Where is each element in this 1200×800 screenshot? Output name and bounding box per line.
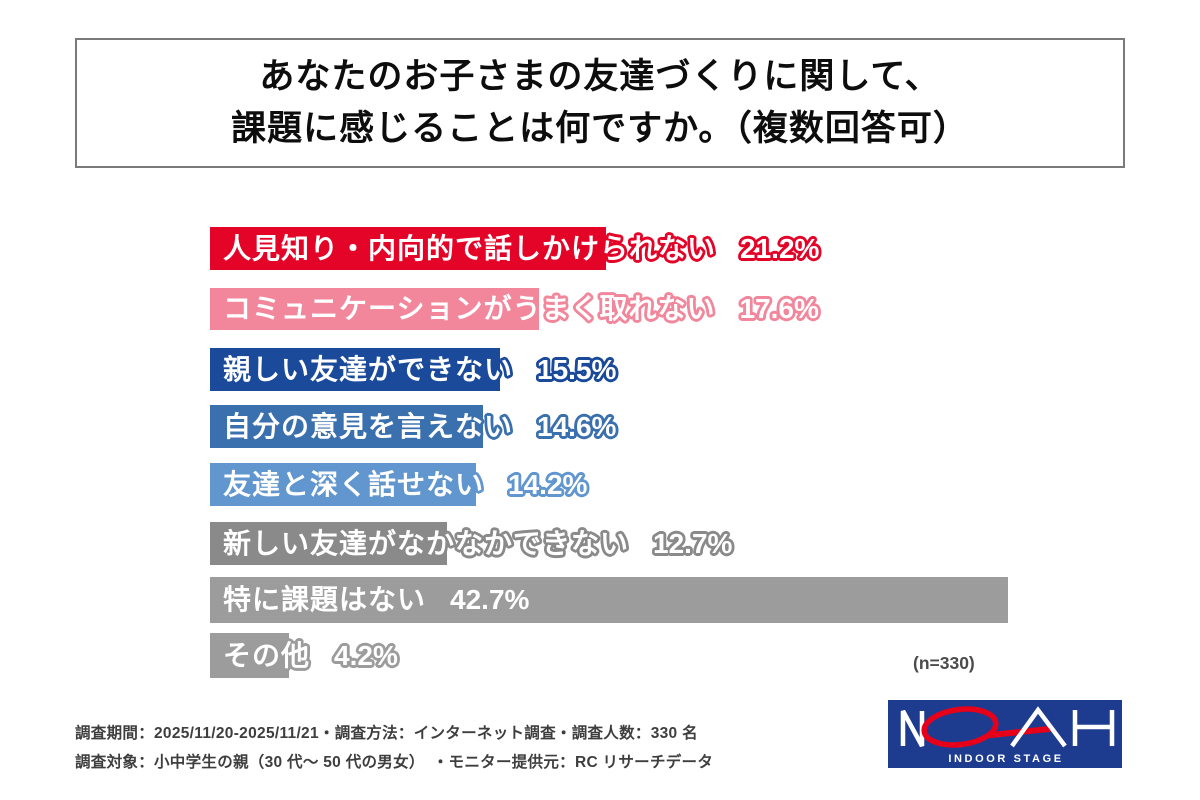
bar-label: 親しい友達ができない — [223, 354, 514, 385]
bar-label: 特に課題はない — [223, 584, 427, 615]
bar-value: 4.2% — [334, 640, 398, 671]
noah-indoor-stage-logo: INDOOR STAGE — [888, 700, 1122, 768]
bar-value: 14.2% — [508, 469, 588, 500]
question-title-box: あなたのお子さまの友達づくりに関して、 課題に感じることは何ですか。（複数回答可… — [75, 38, 1125, 168]
survey-info-line2: 調査対象：小中学生の親（30 代〜 50 代の男女） ・モニター提供元：RC リ… — [75, 754, 714, 771]
bar-label: 自分の意見を言えない — [223, 411, 514, 442]
bar-label: 人見知り・内向的で話しかけられない — [223, 233, 717, 264]
bar-row-toku-ni-kadai-nashi: 特に課題はない 42.7% — [210, 577, 1150, 623]
bar-label: 友達と深く話せない — [223, 469, 485, 500]
question-title-line1: あなたのお子さまの友達づくりに関して、 — [259, 57, 941, 96]
bar-row-communication: コミュニケーションがうまく取れない 17.6% — [210, 288, 1150, 330]
tennis-racket-icon — [921, 706, 999, 748]
bar-fill — [210, 633, 289, 678]
bar-value: 14.6% — [537, 411, 617, 442]
bar-chart: 人見知り・内向的で話しかけられない 21.2% コミュニケーションがうまく取れない… — [210, 227, 1150, 697]
bar-fill — [210, 522, 447, 565]
bar-row-shitashii-tomodachi: 親しい友達ができない 15.5% — [210, 348, 1150, 391]
survey-info: 調査期間：2025/11/20-2025/11/21・調査方法：インターネット調… — [75, 719, 713, 777]
bar-row-atarashii-tomodachi: 新しい友達がなかなかできない 12.7% — [210, 522, 1150, 565]
sample-size-note: (n=330) — [913, 653, 975, 673]
bar-row-jibun-no-iken: 自分の意見を言えない 14.6% — [210, 405, 1150, 448]
bar-row-sonota: その他 4.2% — [210, 633, 1150, 678]
logo-letter-h — [1072, 710, 1115, 746]
bar-row-fukaku-hanasenai: 友達と深く話せない 14.2% — [210, 463, 1150, 506]
bar-value: 15.5% — [537, 354, 617, 385]
bar-value: 12.7% — [653, 528, 733, 559]
logo-letter-a — [1010, 706, 1067, 748]
bar-fill — [210, 348, 500, 391]
bar-label: 新しい友達がなかなかできない — [223, 528, 630, 559]
bar-value: 21.2% — [740, 233, 820, 264]
bar-value: 42.7% — [450, 584, 530, 615]
bar-fill — [210, 288, 539, 330]
survey-info-line1: 調査期間：2025/11/20-2025/11/21・調査方法：インターネット調… — [75, 725, 698, 742]
logo-subtitle: INDOOR STAGE — [948, 753, 1063, 765]
bar-fill — [210, 463, 476, 506]
bar-label: その他 — [223, 640, 311, 671]
bar-fill — [210, 405, 483, 448]
question-title-line2: 課題に感じることは何ですか。（複数回答可） — [231, 109, 969, 148]
bar-fill — [210, 227, 606, 270]
bar-row-hitomishiri: 人見知り・内向的で話しかけられない 21.2% — [210, 227, 1150, 270]
bar-label: コミュニケーションがうまく取れない — [223, 293, 716, 324]
bar-value: 17.6% — [739, 293, 819, 324]
bar-fill — [210, 577, 1008, 623]
